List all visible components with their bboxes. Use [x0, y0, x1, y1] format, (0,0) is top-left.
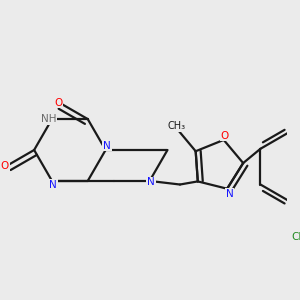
Text: N: N [147, 178, 155, 188]
Text: CH₃: CH₃ [167, 121, 185, 131]
Text: NH: NH [40, 114, 56, 124]
Text: N: N [50, 180, 57, 190]
Text: O: O [54, 98, 62, 108]
Text: N: N [103, 141, 111, 151]
Text: O: O [220, 130, 229, 141]
Text: Cl: Cl [291, 232, 300, 242]
Text: O: O [1, 161, 9, 171]
Text: N: N [226, 189, 233, 199]
